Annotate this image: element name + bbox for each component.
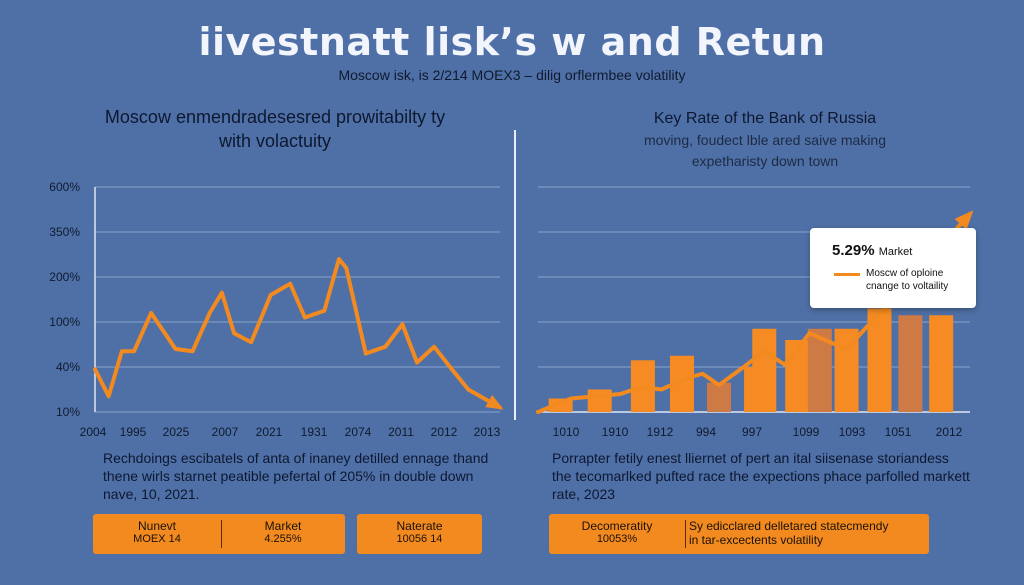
- stat-box-left: Decomeratity 10053%: [549, 514, 685, 545]
- left-heading-line1: Moscow enmendradesesred prowitabilty ty: [104, 107, 446, 127]
- tooltip-line2: cnange to voltaility: [866, 281, 949, 292]
- stat-box-left: Nunevt MOEX 14: [93, 514, 221, 545]
- line-arrowhead: [485, 394, 504, 410]
- left-heading-line2: with volactuity: [218, 131, 332, 151]
- right-heading-sub2: expetharisty down town: [691, 153, 839, 169]
- x-tick-label: 2074: [345, 425, 372, 439]
- left-line-chart: 600% 350% 200% 100% 40% 10%2004 1995 2025 2007 20…: [49, 180, 504, 439]
- stat-box-rate: Naterate 10056 14: [357, 514, 482, 554]
- x-tick-label: 2012: [936, 425, 963, 439]
- right-heading-sub1: moving, foudect lble ared saive making: [643, 132, 887, 148]
- stat-value: MOEX 14: [133, 533, 181, 545]
- x-tick-label: 997: [742, 425, 762, 439]
- bar: [707, 382, 732, 412]
- y-tick-label: 100%: [49, 315, 80, 329]
- x-tick-label: 1910: [602, 425, 629, 439]
- page-title: iivestnatt lisk’s w and Retun: [198, 20, 826, 64]
- tooltip-label: Market: [878, 246, 913, 258]
- bar: [898, 315, 923, 412]
- stat-note-line2: in tar-excectents volatility: [689, 533, 824, 547]
- x-tick-label: 1010: [553, 425, 580, 439]
- stat-box-separator: [685, 520, 686, 548]
- panel-divider: [514, 130, 516, 420]
- stat-box-separator: [221, 520, 222, 548]
- tooltip-value: 5.29%: [832, 242, 875, 259]
- x-tick-label: 2007: [212, 425, 239, 439]
- x-tick-label: 2025: [163, 425, 190, 439]
- x-tick-label: 1099: [793, 425, 820, 439]
- x-tick-label: 2011: [388, 425, 414, 439]
- right-chart-heading: Key Rate of the Bank of Russia moving, f…: [560, 110, 970, 170]
- x-tick-label: 2004: [80, 425, 107, 439]
- x-tick-label: 1093: [839, 425, 866, 439]
- stat-box-moex: Nunevt MOEX 14 Market 4.255%: [93, 514, 345, 554]
- stat-box-right: Market 4.255%: [221, 514, 345, 545]
- x-tick-label: 994: [696, 425, 716, 439]
- trend-arrowhead: [954, 210, 974, 230]
- x-tick-label: 2021: [256, 425, 283, 439]
- stat-label: Nunevt: [137, 519, 177, 533]
- stat-value: 4.255%: [264, 533, 302, 545]
- profitability-line: [93, 257, 502, 410]
- right-heading-title: Key Rate of the Bank of Russia: [653, 110, 877, 127]
- y-tick-label: 40%: [56, 360, 80, 374]
- page-subtitle: Moscow isk, is 2/214 MOEX3 – dilig orfle…: [338, 67, 686, 83]
- market-tooltip: 5.29% Market Moscw of oploine cnange to …: [810, 228, 976, 308]
- y-tick-label: 600%: [49, 180, 80, 194]
- y-tick-label: 350%: [49, 225, 80, 239]
- left-chart-heading: Moscow enmendradesesred prowitabilty ty …: [60, 105, 490, 153]
- stat-note-line1: Sy edicclared delletared statecmendy: [689, 519, 889, 533]
- x-tick-label: 1931: [301, 425, 328, 439]
- stat-value: 10056 14: [396, 533, 443, 545]
- x-tick-label: 2013: [474, 425, 501, 439]
- bar: [587, 389, 612, 412]
- right-description: Porrapter fetily enest lliernet of pert …: [552, 450, 970, 502]
- stat-box-decomeratity: Decomeratity 10053% Sy edicclared dellet…: [549, 514, 929, 554]
- bar: [752, 328, 777, 412]
- x-tick-label: 2012: [431, 425, 458, 439]
- tooltip-value-row: 5.29% Market: [832, 242, 912, 259]
- x-tick-label: 1051: [885, 425, 912, 439]
- bar: [929, 315, 954, 412]
- stat-box-note: Sy edicclared delletared statecmendy in …: [689, 514, 925, 547]
- y-tick-label: 200%: [49, 270, 80, 284]
- tooltip-legend-swatch: [834, 273, 860, 276]
- x-tick-label: 1995: [120, 425, 147, 439]
- bar: [867, 308, 892, 412]
- x-tick-label: 1912: [647, 425, 674, 439]
- stat-label: Naterate: [396, 519, 443, 533]
- stat-value: 10053%: [596, 533, 638, 545]
- tooltip-line1: Moscw of oploine: [866, 268, 944, 279]
- stat-label: Decomeratity: [581, 519, 653, 533]
- stat-label: Market: [264, 519, 302, 533]
- y-tick-label: 10%: [56, 405, 80, 419]
- left-description: Rechdoings escibatels of anta of inaney …: [103, 450, 489, 502]
